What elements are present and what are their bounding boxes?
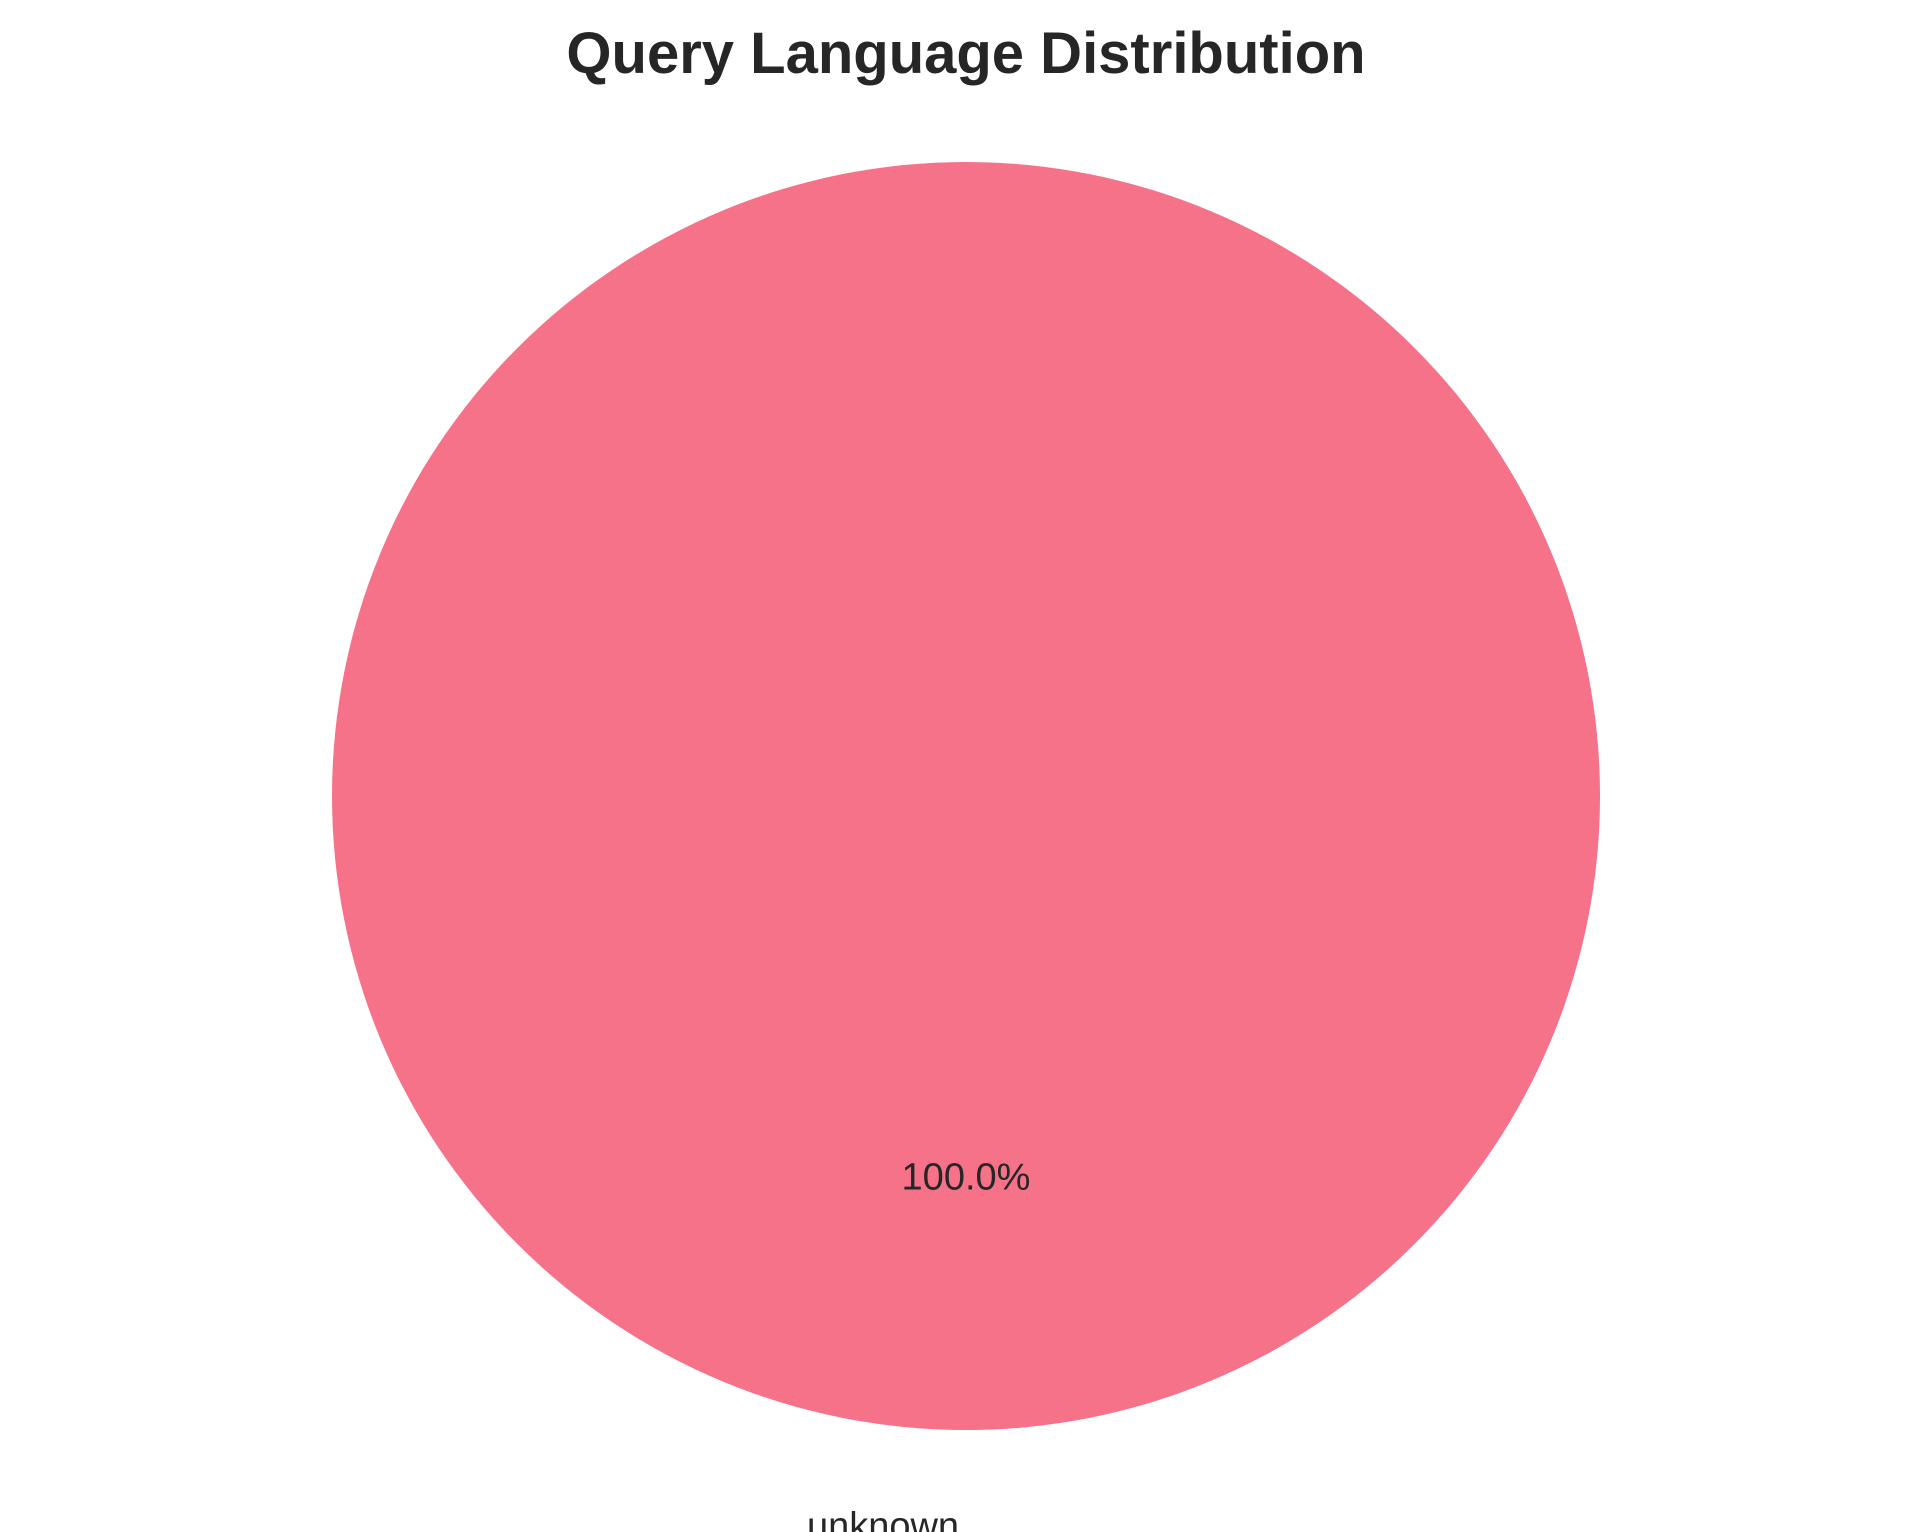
chart-title: Query Language Distribution (566, 21, 1365, 86)
pie-labels: unknown 100.0% (807, 1156, 1031, 1532)
pie-slice-unknown (332, 162, 1600, 1430)
slice-pct-unknown: 100.0% (902, 1156, 1031, 1198)
slice-label-unknown: unknown (807, 1505, 959, 1532)
pie-slices (332, 162, 1600, 1430)
